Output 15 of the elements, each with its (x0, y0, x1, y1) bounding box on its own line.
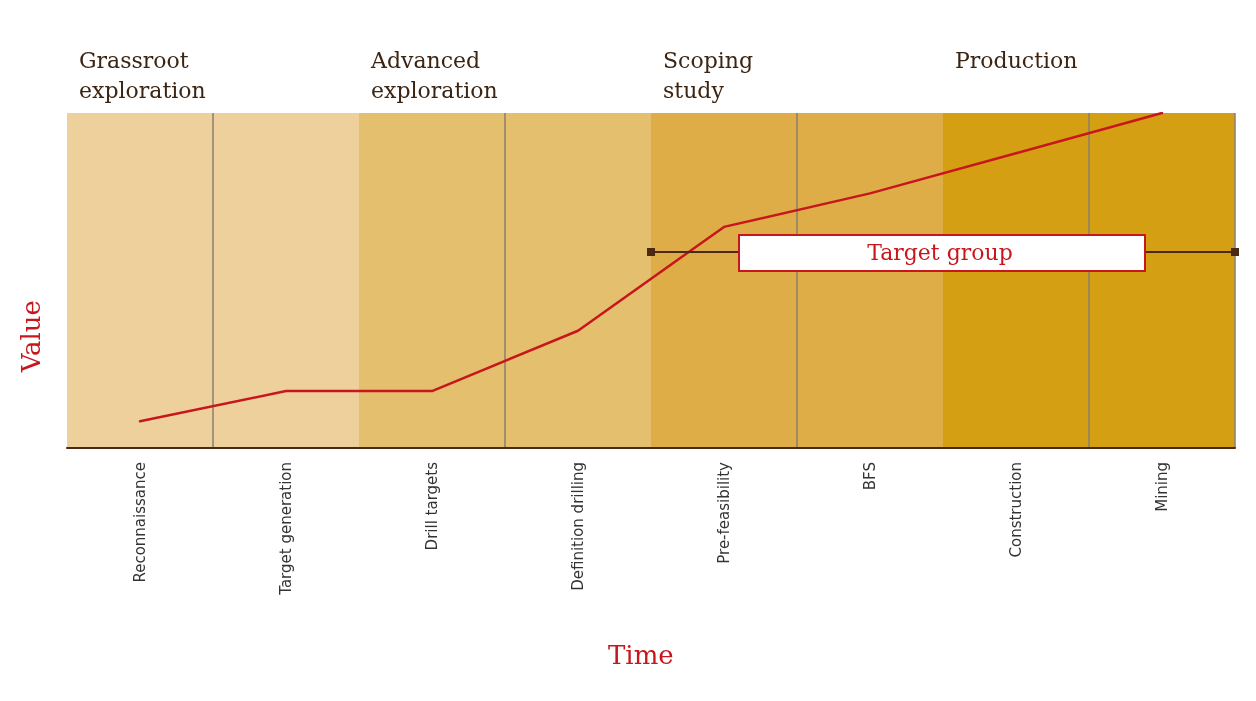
y-axis-title: Value (16, 299, 46, 374)
band-label: Grassroot exploration (79, 47, 206, 103)
x-tick-label: Definition drilling (569, 462, 587, 591)
annotation: Target group (866, 239, 1014, 267)
band-label: Advanced exploration (370, 47, 498, 103)
band-label: Scoping study (663, 47, 761, 103)
x-axis-title: Time (608, 640, 674, 670)
band-label: Production (955, 47, 1078, 73)
x-tick-label: Pre-feasibility (715, 461, 733, 564)
x-tick-label: Construction (1007, 462, 1025, 558)
x-tick-label: Target generation (277, 462, 295, 596)
x-tick-label: Reconnaissance (131, 462, 149, 583)
x-tick-label: Mining (1153, 462, 1171, 512)
x-tick-label: BFS (861, 462, 879, 491)
x-tick-label: Drill targets (423, 461, 441, 551)
